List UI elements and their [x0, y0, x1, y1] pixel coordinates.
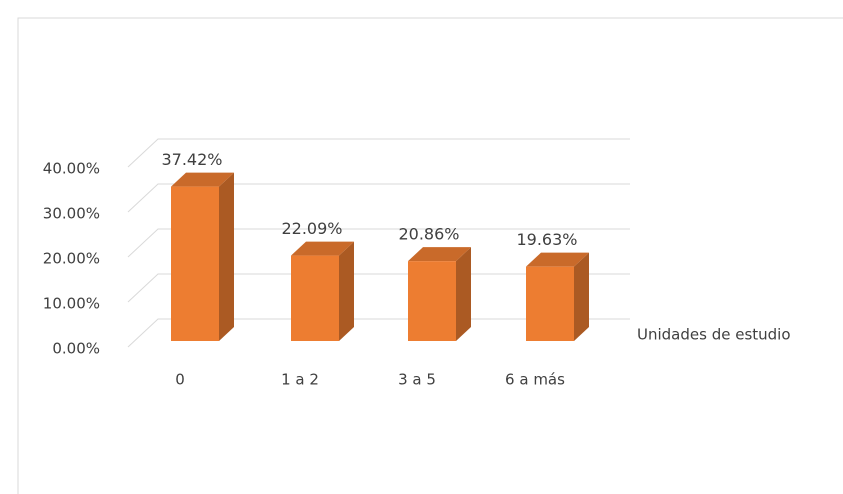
- bar-side: [339, 241, 354, 341]
- x-axis-title: Unidades de estudio: [637, 326, 791, 344]
- data-label: 20.86%: [398, 225, 459, 244]
- bar: [408, 261, 456, 341]
- y-tick-label: 20.00%: [43, 250, 100, 268]
- grid-line: [127, 273, 630, 303]
- data-label: 37.42%: [161, 150, 222, 169]
- data-label: 22.09%: [281, 219, 342, 238]
- x-tick-label: 0: [175, 371, 185, 389]
- y-tick-label: 30.00%: [43, 205, 100, 223]
- bar-top: [171, 172, 234, 187]
- x-tick-label: 6 a más: [505, 371, 565, 389]
- grid-line: [127, 228, 630, 258]
- x-tick-label: 1 a 2: [281, 371, 319, 389]
- bar: [526, 266, 574, 341]
- y-tick-label: 0.00%: [52, 340, 100, 358]
- bar-side: [456, 247, 471, 341]
- data-label: 19.63%: [516, 230, 577, 249]
- x-tick-label: 3 a 5: [398, 371, 436, 389]
- chart-frame: [17, 17, 843, 494]
- bar-top: [408, 247, 471, 262]
- grid-line: [127, 183, 630, 213]
- bar: [291, 255, 339, 341]
- bar: [171, 186, 219, 341]
- bar-top: [291, 241, 354, 256]
- bar-side: [219, 172, 234, 341]
- bar-side: [574, 252, 589, 341]
- grid-line: [127, 138, 630, 168]
- y-tick-label: 10.00%: [43, 295, 100, 313]
- bar-top: [526, 252, 589, 267]
- grid-line: [127, 318, 630, 348]
- y-tick-label: 40.00%: [43, 160, 100, 178]
